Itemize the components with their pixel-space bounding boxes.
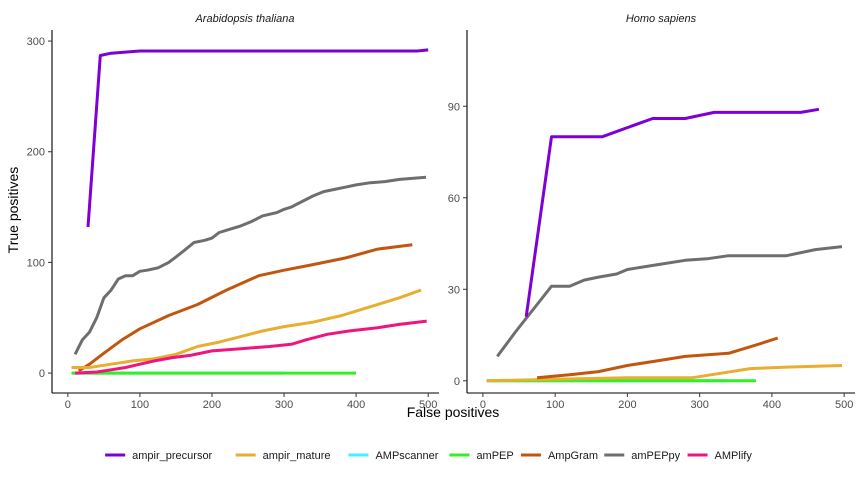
- legend-label-ampep: amPEP: [476, 450, 513, 462]
- series-lines-arabidopsis-thaliana: [71, 48, 429, 375]
- x-axis-title: False positives: [407, 404, 500, 420]
- y-tick-label-homo-sapiens: 0: [454, 376, 460, 388]
- legend-label-amplify: AMPlify: [715, 450, 753, 462]
- y-tick-label-arabidopsis-thaliana: 200: [27, 147, 45, 159]
- x-tick-label-homo-sapiens: 400: [763, 399, 781, 411]
- y-tick-label-homo-sapiens: 90: [448, 101, 460, 113]
- legend-label-ampeppy: amPEPpy: [631, 450, 680, 462]
- legend-label-ampgram: AmpGram: [548, 450, 598, 462]
- legend-item-ampep: amPEP: [449, 450, 514, 462]
- y-tick-label-homo-sapiens: 30: [448, 284, 460, 296]
- series-line-ampir-mature-arabidopsis-thaliana: [71, 288, 422, 369]
- x-tick-label-arabidopsis-thaliana: 500: [419, 399, 437, 411]
- x-tick-label-homo-sapiens: 500: [835, 399, 853, 411]
- panel-title-homo-sapiens: Homo sapiens: [626, 13, 697, 25]
- legend-item-ampir-precursor: ampir_precursor: [105, 450, 213, 462]
- series-line-amplify-arabidopsis-thaliana: [75, 319, 427, 375]
- series-line-ampir-precursor-homo-sapiens: [524, 107, 820, 317]
- y-axis-title: True positives: [5, 167, 21, 254]
- legend-label-ampir-precursor: ampir_precursor: [132, 450, 212, 462]
- y-tick-label-arabidopsis-thaliana: 0: [39, 368, 45, 380]
- legend-item-amplify: AMPlify: [687, 450, 753, 462]
- series-line-ampir-mature-homo-sapiens: [486, 364, 843, 383]
- x-tick-label-arabidopsis-thaliana: 200: [203, 399, 221, 411]
- series-line-ampir-precursor-arabidopsis-thaliana: [86, 48, 429, 228]
- y-tick-label-arabidopsis-thaliana: 100: [27, 257, 45, 269]
- series-line-ampgram-arabidopsis-thaliana: [77, 243, 413, 373]
- legend: ampir_precursor ampir_mature AMPscanner amP…: [105, 450, 752, 462]
- series-lines-homo-sapiens: [486, 107, 843, 383]
- y-tick-label-arabidopsis-thaliana: 300: [27, 36, 45, 48]
- legend-item-ampeppy: amPEPpy: [604, 450, 681, 462]
- panel-title-arabidopsis-thaliana: Arabidopsis thaliana: [194, 13, 294, 25]
- x-tick-label-homo-sapiens: 100: [546, 399, 564, 411]
- panel-arabidopsis-thaliana: Arabidopsis thaliana 0 100 200 300 0 100 200 300…: [27, 13, 439, 411]
- x-tick-label-arabidopsis-thaliana: 300: [275, 399, 293, 411]
- x-tick-label-arabidopsis-thaliana: 400: [347, 399, 365, 411]
- x-tick-label-homo-sapiens: 200: [618, 399, 636, 411]
- legend-item-ampir-mature: ampir_mature: [235, 450, 331, 462]
- x-tick-label-arabidopsis-thaliana: 0: [65, 399, 71, 411]
- series-line-ampeppy-arabidopsis-thaliana: [73, 175, 427, 355]
- series-line-ampeppy-homo-sapiens: [496, 245, 843, 358]
- legend-label-ampscanner: AMPscanner: [375, 450, 438, 462]
- x-tick-label-arabidopsis-thaliana: 100: [131, 399, 149, 411]
- legend-item-ampscanner: AMPscanner: [348, 450, 439, 462]
- legend-label-ampir-mature: ampir_mature: [263, 450, 331, 462]
- y-tick-label-homo-sapiens: 60: [448, 193, 460, 205]
- series-line-ampgram-homo-sapiens: [536, 336, 779, 380]
- x-tick-label-homo-sapiens: 0: [480, 399, 486, 411]
- panel-homo-sapiens: Homo sapiens 0 30 60 90 0 100 200 300 400 500: [448, 13, 855, 411]
- x-tick-label-homo-sapiens: 300: [690, 399, 708, 411]
- legend-item-ampgram: AmpGram: [520, 450, 598, 462]
